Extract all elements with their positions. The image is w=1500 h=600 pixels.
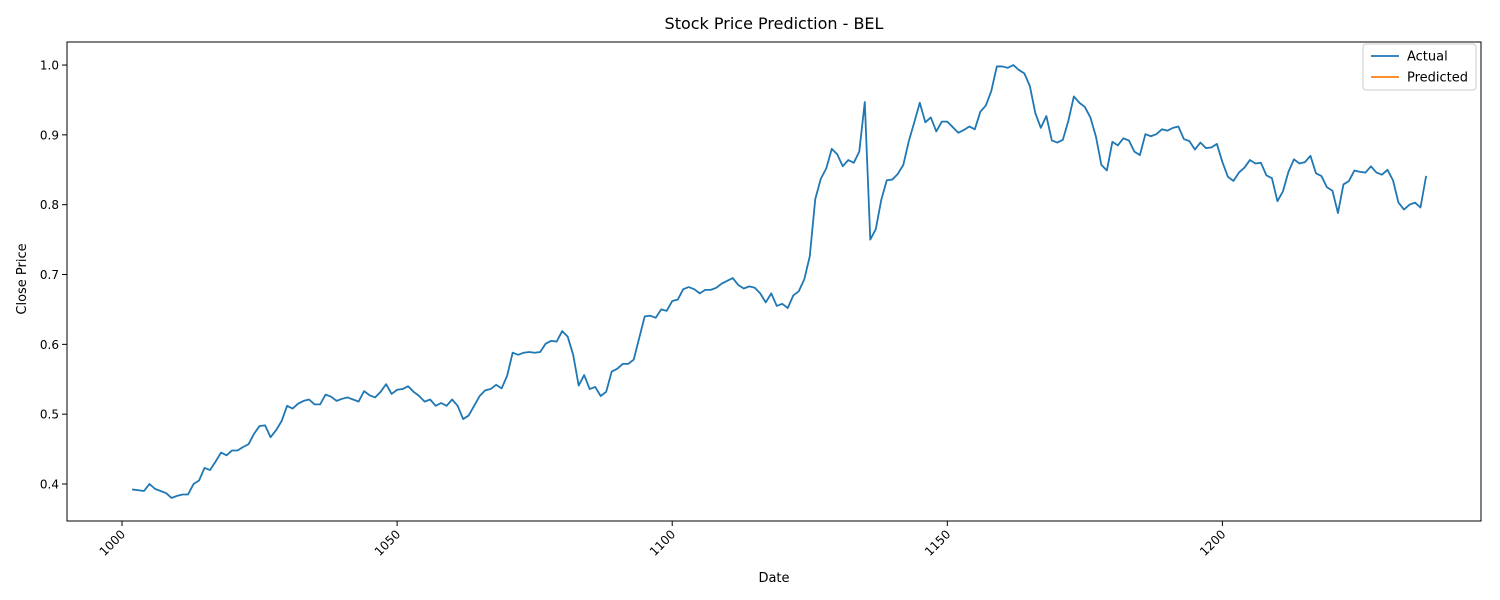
y-tick-label: 0.4 (40, 477, 59, 491)
legend-label-actual: Actual (1407, 50, 1448, 65)
y-axis: 0.4 0.5 0.6 0.7 0.8 0.9 1.0 (40, 59, 67, 491)
y-tick-label: 0.5 (40, 408, 59, 422)
y-tick-label: 0.7 (40, 268, 59, 282)
legend-label-predicted: Predicted (1407, 71, 1468, 86)
x-axis-label: Date (758, 571, 789, 586)
series-line-actual (132, 64, 1428, 499)
y-tick-label: 0.6 (40, 338, 59, 352)
y-axis-label: Close Price (15, 243, 30, 314)
legend: Actual Predicted (1362, 43, 1477, 91)
axes-frame (66, 41, 1482, 522)
plot-area (66, 41, 1482, 522)
y-tick-label: 1.0 (40, 59, 59, 73)
y-tick-label: 0.8 (40, 198, 59, 212)
y-tick-label: 0.9 (40, 128, 59, 142)
chart-title: Stock Price Prediction - BEL (665, 14, 884, 33)
